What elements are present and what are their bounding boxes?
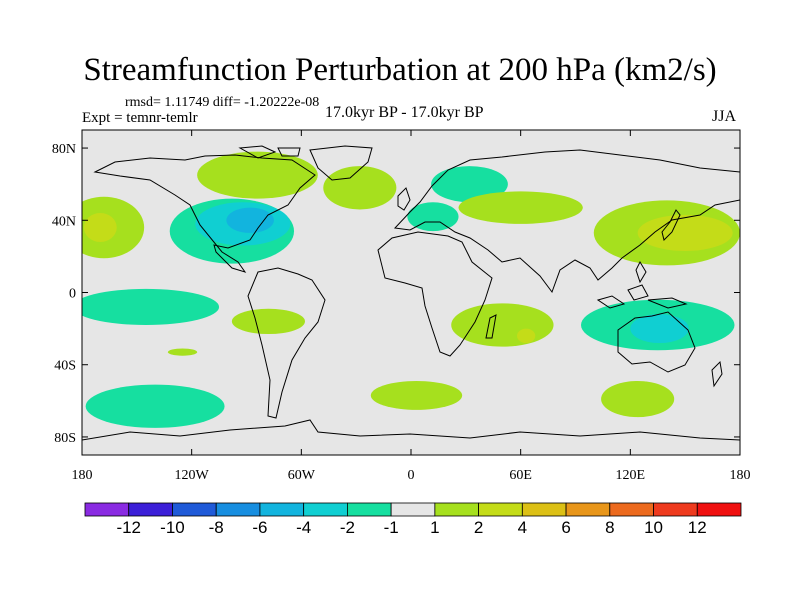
colorbar-box	[609, 502, 654, 517]
colorbar-box	[434, 502, 480, 517]
colorbar-label: 8	[605, 518, 614, 537]
x-tick-label: 120W	[175, 468, 210, 483]
colorbar-label: -4	[296, 518, 311, 537]
colorbar-box	[565, 502, 611, 517]
coastlines	[82, 145, 740, 441]
stats-text: rmsd= 1.11749 diff= -1.20222e-08	[125, 95, 320, 110]
contour-region-15	[517, 328, 536, 344]
colorbar-box	[696, 502, 742, 517]
coastline-greenland	[309, 145, 373, 181]
x-tick-label: 120E	[616, 468, 646, 483]
season-label: JJA	[712, 108, 737, 125]
coastline-indonesia	[596, 260, 688, 309]
colorbar-box	[215, 502, 261, 517]
colorbar-box	[346, 502, 392, 517]
contour-region-18	[167, 348, 198, 356]
coastline-madagascar	[485, 314, 497, 339]
period-label: 17.0kyr BP - 17.0kyr BP	[325, 104, 484, 121]
colorbar-box	[84, 502, 130, 517]
contour-region-17	[630, 314, 689, 344]
x-tick-label: 60E	[509, 468, 532, 483]
colorbar-box	[259, 502, 305, 517]
contour-region-2	[197, 151, 318, 199]
colorbar-box	[390, 502, 436, 517]
contour-region-13	[231, 308, 305, 335]
contour-region-6	[226, 207, 274, 233]
contour-region-8	[407, 202, 459, 232]
colorbar-label: -2	[340, 518, 355, 537]
y-tick-label: 0	[69, 287, 76, 302]
colorbar-label: 2	[474, 518, 483, 537]
y-tick-label: 80S	[54, 431, 76, 446]
contour-region-21	[601, 380, 675, 418]
colorbar-label: -10	[160, 518, 185, 537]
colorbar-labels: -12 -10 -8 -6 -4 -2 -1 1 2 4 6 8 10 12	[116, 518, 706, 537]
coastline-north-america	[93, 154, 316, 273]
contour-regions	[82, 151, 740, 428]
colorbar-box	[521, 502, 567, 517]
colorbar-box	[172, 502, 217, 517]
x-tick-label: 0	[408, 468, 415, 483]
colorbar-label: 4	[518, 518, 527, 537]
colorbar-box	[128, 502, 173, 517]
axes: 180 120W 60W 0 60E 120E 180 80N 40N 0 40S 80S	[52, 130, 751, 483]
contour-region-7	[431, 166, 508, 203]
x-tick-label: 180	[72, 468, 93, 483]
colorbar-label: -1	[384, 518, 399, 537]
chart-title: Streamfunction Perturbation at 200 hPa (…	[83, 52, 717, 88]
y-tick-label: 80N	[52, 142, 76, 157]
colorbar-label: 10	[644, 518, 663, 537]
coastline-new-zealand	[711, 360, 723, 388]
contour-region-1	[83, 213, 117, 242]
colorbar-boxes	[84, 502, 742, 517]
coastline-antarctica	[82, 419, 740, 441]
contour-region-19	[85, 384, 225, 428]
colorbar-box	[478, 502, 523, 517]
coastline-japan	[661, 209, 681, 241]
contour-region-9	[458, 191, 583, 224]
colorbar-box	[303, 502, 348, 517]
y-tick-label: 40N	[52, 214, 76, 229]
contour-region-20	[370, 380, 463, 410]
colorbar-label: -8	[209, 518, 224, 537]
colorbar-label: 6	[561, 518, 570, 537]
colorbar-label: -12	[116, 518, 141, 537]
y-tick-label: 40S	[54, 359, 76, 374]
coastline-britain	[397, 187, 411, 211]
contour-region-11	[637, 214, 733, 251]
colorbar-label: 12	[688, 518, 707, 537]
colorbar-label: -6	[252, 518, 267, 537]
contour-region-12	[82, 288, 220, 325]
coastline-arctic-islands	[238, 145, 301, 159]
x-tick-label: 60W	[288, 468, 316, 483]
coastline-africa	[377, 231, 493, 357]
coastline-eurasia	[393, 149, 740, 294]
experiment-label: Expt = temnr-temlr	[82, 110, 198, 126]
contour-region-3	[323, 166, 397, 210]
colorbar-box	[653, 502, 698, 517]
coastline-south-america	[247, 267, 326, 419]
x-tick-label: 180	[730, 468, 751, 483]
coastline-australia	[617, 311, 696, 373]
colorbar-label: 1	[430, 518, 439, 537]
